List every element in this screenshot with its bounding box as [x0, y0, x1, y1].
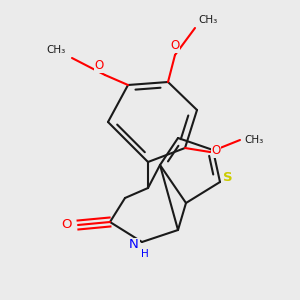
Text: O: O	[94, 59, 104, 72]
Text: CH₃: CH₃	[198, 15, 217, 25]
Text: O: O	[212, 144, 221, 157]
Text: S: S	[223, 171, 232, 184]
Text: N: N	[129, 238, 139, 251]
Text: O: O	[170, 39, 180, 52]
Text: CH₃: CH₃	[47, 45, 66, 55]
Text: CH₃: CH₃	[244, 135, 264, 145]
Text: O: O	[61, 218, 72, 232]
Text: H: H	[141, 249, 149, 259]
